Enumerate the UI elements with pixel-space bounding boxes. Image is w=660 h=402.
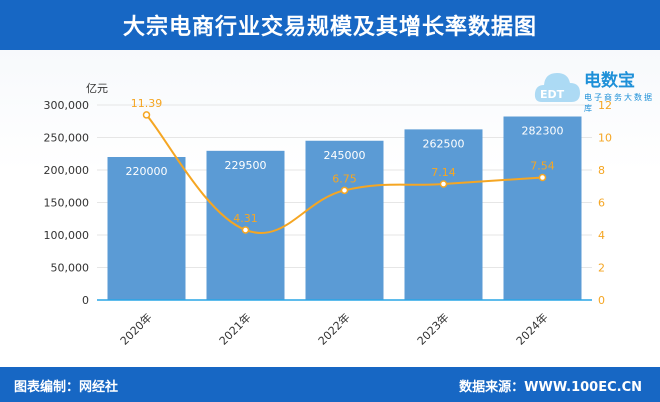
x-tick-label: 2023年 [414,310,451,347]
bar-value-label: 262500 [423,137,465,150]
footer: 图表编制：网经社 数据来源：WWW.100EC.CN [0,367,660,402]
y-left-tick-label: 50,000 [51,262,90,275]
x-tick-label: 2024年 [513,310,550,347]
y-unit-label: 亿元 [86,82,108,95]
bar [404,129,483,300]
logo-mark: EDT [540,88,565,101]
bar [503,116,582,300]
x-tick-label: 2022年 [315,310,352,347]
growth-point [142,111,151,119]
bar-value-label: 245000 [324,149,366,162]
y-right-tick-label: 10 [598,132,612,145]
bar-value-label: 229500 [225,159,267,172]
y-right-tick-label: 4 [598,229,605,242]
growth-line [145,114,543,234]
bar-value-label: 282300 [522,125,564,138]
footer-credit: 图表编制：网经社 [14,380,119,395]
line-layer: 11.39 4.31 6.75 7.14 7.54 [131,97,555,234]
y-right-tick-label: 8 [598,164,605,177]
bar-value-label: 220000 [126,165,168,178]
logo-name: 电数宝 [584,71,635,91]
bar [206,150,285,300]
y-right-tick-label: 0 [598,294,605,307]
y-left-tick-label: 200,000 [44,164,90,177]
footer-source: 数据来源：WWW.100EC.CN [459,380,642,395]
cloud-icon: EDT [534,73,580,102]
y-left-tick-label: 300,000 [44,99,90,112]
y-left-tick-label: 100,000 [44,229,90,242]
growth-value-label: 4.31 [233,212,258,225]
growth-point [340,186,349,195]
logo: EDT 电数宝 电子商务大数据库 [532,62,656,120]
y-right-tick-label: 6 [598,197,605,210]
growth-point [538,173,547,182]
bar [305,140,384,300]
growth-value-label: 11.39 [131,97,163,110]
x-tick-label: 2020年 [117,310,154,347]
title-bar: 大宗电商行业交易规模及其增长率数据图 [0,0,660,50]
y-right-tick-label: 12 [598,99,612,112]
growth-point [439,180,448,188]
y-right-tick-label: 2 [598,262,605,275]
growth-value-label: 7.54 [530,159,555,172]
y-left-tick-label: 150,000 [44,197,90,210]
y-left-tick-label: 250,000 [44,132,90,145]
bar-layer: 220000 229500 245000 262500 282300 [107,116,582,300]
chart-title: 大宗电商行业交易规模及其增长率数据图 [122,15,537,40]
growth-point [241,226,250,234]
growth-value-label: 6.75 [332,172,357,185]
growth-value-label: 7.14 [431,166,456,179]
y-left-tick-label: 0 [82,294,89,307]
bar [107,157,186,300]
x-tick-label: 2021年 [216,310,253,347]
logo-subtitle: 电子商务大数据库 [584,93,654,113]
